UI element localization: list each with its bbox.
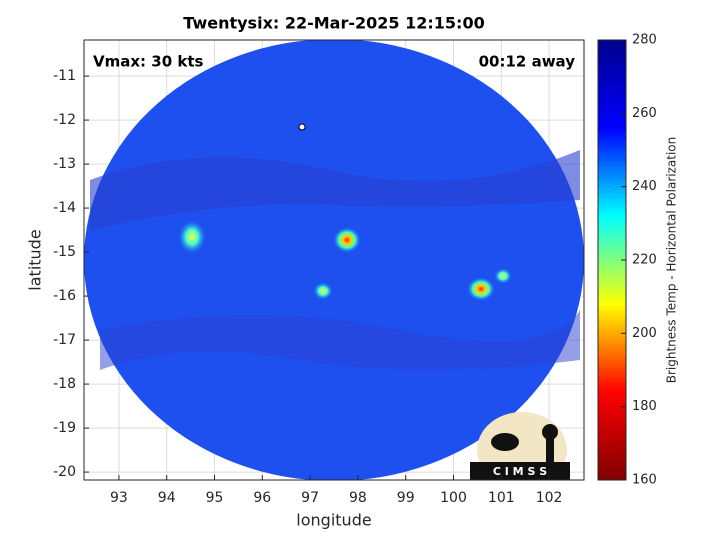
y-tick-label: -12 — [53, 112, 76, 128]
x-tick-label: 98 — [349, 490, 367, 506]
annotation: 00:12 away — [479, 53, 576, 71]
y-tick-label: -20 — [53, 464, 76, 480]
x-tick-label: 96 — [253, 490, 271, 506]
colorbar-tick-label: 280 — [632, 33, 657, 48]
colorbar-tick-label: 160 — [632, 473, 657, 488]
satellite-image: C I M S S — [84, 40, 584, 480]
x-tick-label: 95 — [206, 490, 224, 506]
y-tick-label: -15 — [53, 244, 76, 260]
x-tick-label: 99 — [397, 490, 415, 506]
y-tick-label: -18 — [53, 376, 76, 392]
x-tick-label: 102 — [536, 490, 563, 506]
y-tick-label: -11 — [53, 68, 76, 84]
colorbar-label: Brightness Temp - Horizontal Polarizatio… — [665, 137, 679, 384]
y-tick-label: -14 — [53, 200, 76, 216]
y-axis-label: latitude — [26, 229, 45, 290]
chart-title: Twentysix: 22-Mar-2025 12:15:00 — [183, 14, 484, 33]
x-tick-label: 101 — [488, 490, 515, 506]
x-tick-label: 93 — [110, 490, 128, 506]
y-tick-label: -13 — [53, 156, 76, 172]
colorbar-tick-label: 220 — [632, 253, 657, 268]
colorbar-tick-label: 260 — [632, 106, 657, 121]
colorbar-tick-label: 180 — [632, 399, 657, 414]
x-tick-label: 100 — [440, 490, 467, 506]
logo-text: C I M S S — [493, 465, 547, 478]
annotation: Vmax: 30 kts — [93, 53, 203, 71]
y-tick-label: -19 — [53, 420, 76, 436]
colorbar-tick-label: 200 — [632, 326, 657, 341]
y-tick-label: -16 — [53, 288, 76, 304]
logo: C I M S S — [470, 412, 570, 480]
y-tick-label: -17 — [53, 332, 76, 348]
x-axis-label: longitude — [296, 511, 371, 530]
plot-frame — [83, 39, 585, 481]
colorbar-tick-label: 240 — [632, 179, 657, 194]
x-tick-label: 94 — [158, 490, 176, 506]
x-tick-label: 97 — [301, 490, 319, 506]
